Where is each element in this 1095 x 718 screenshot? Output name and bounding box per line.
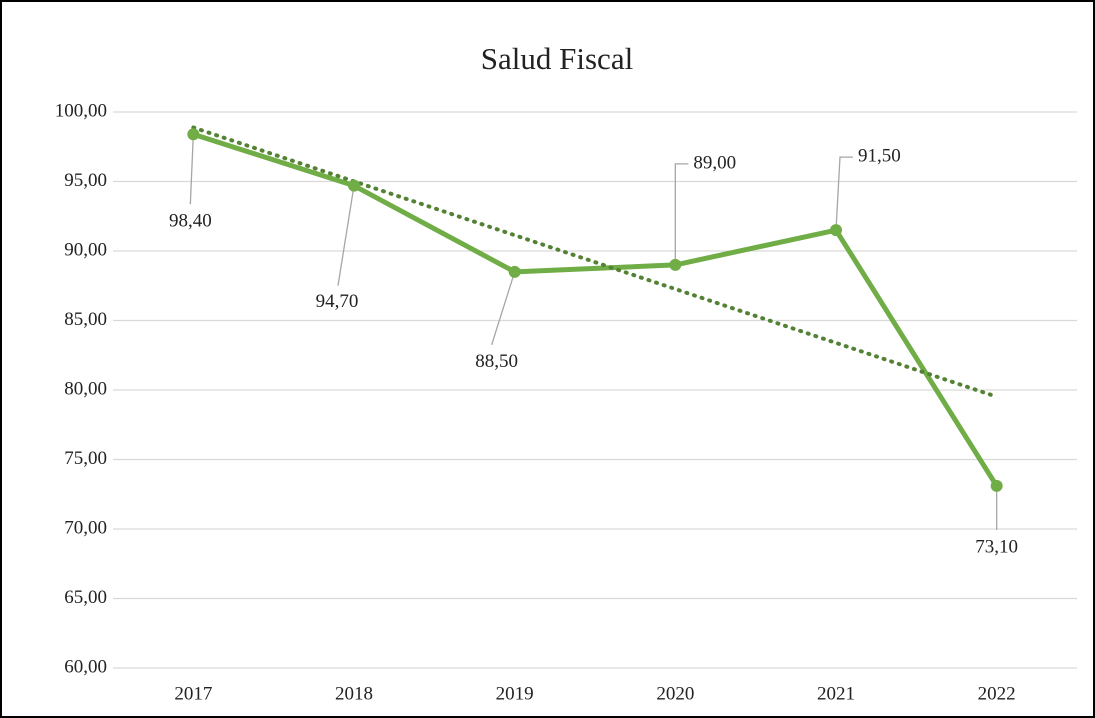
marker: [187, 128, 200, 141]
y-tick-label: 100,00: [55, 100, 107, 121]
chart-title: Salud Fiscal: [481, 41, 633, 76]
line: [192, 131, 999, 488]
leader-line: [337, 185, 355, 286]
y-tick-label: 70,00: [64, 517, 107, 538]
marker: [990, 479, 1003, 492]
data-label: 94,70: [316, 291, 359, 312]
data-label: 73,10: [975, 536, 1018, 557]
x-tick-label: 2017: [174, 683, 212, 704]
leader-line: [491, 271, 516, 346]
y-tick-label: 75,00: [64, 448, 107, 469]
x-tick-label: 2018: [335, 683, 373, 704]
data-label: 98,40: [169, 211, 212, 232]
x-tick-label: 2022: [978, 683, 1016, 704]
y-tick-label: 65,00: [64, 587, 107, 608]
trendline: [191, 125, 999, 399]
data-label: 88,50: [475, 351, 518, 372]
y-tick-label: 85,00: [64, 309, 107, 330]
y-tick-label: 80,00: [64, 378, 107, 399]
marker: [669, 258, 682, 271]
data-label: 89,00: [693, 152, 736, 173]
leader-line: [674, 163, 689, 265]
y-tick-label: 95,00: [64, 170, 107, 191]
leader-line: [835, 156, 853, 231]
marker: [348, 179, 360, 192]
leader-line: [189, 134, 194, 205]
data-label: 91,50: [858, 146, 901, 167]
x-tick-label: 2019: [496, 683, 534, 704]
y-tick-label: 60,00: [64, 656, 107, 677]
y-tick-label: 90,00: [64, 239, 107, 260]
x-tick-label: 2020: [656, 683, 694, 704]
marker: [830, 224, 842, 237]
x-tick-label: 2021: [817, 683, 855, 704]
marker: [508, 265, 521, 278]
